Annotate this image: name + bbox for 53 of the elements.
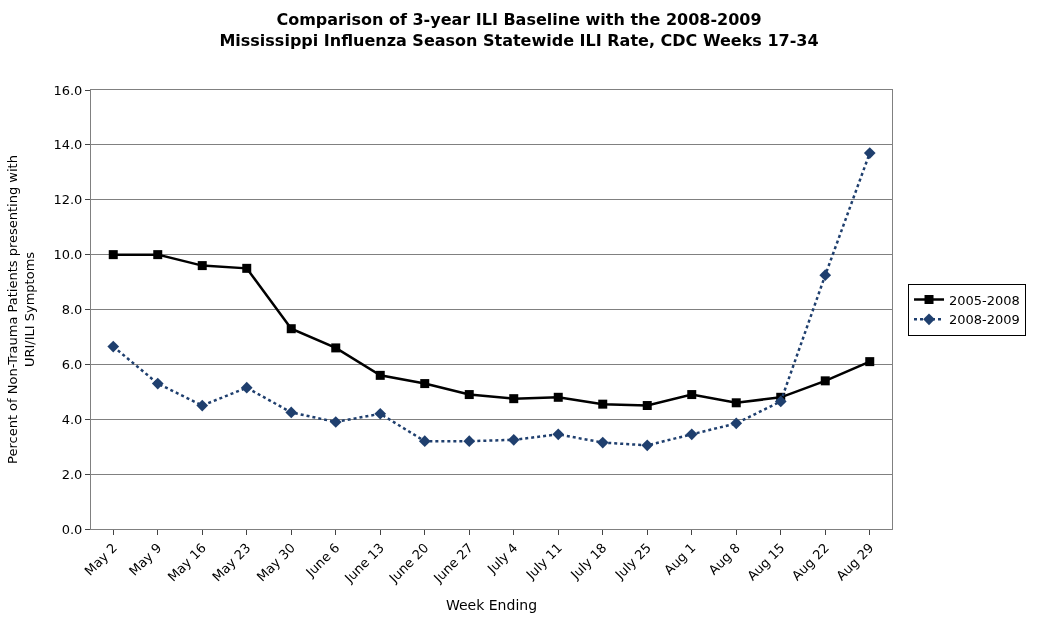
point: [285, 406, 298, 419]
x-tick-label: Aug 8: [705, 540, 743, 578]
point: [196, 399, 209, 412]
point: [865, 357, 875, 367]
y-tick-label: 14.0: [53, 137, 83, 153]
y-tick-label: 4.0: [61, 411, 83, 427]
x-tick-label: Aug 22: [788, 540, 832, 584]
chart-title: Comparison of 3-year ILI Baseline with the 2008-2009 Mississippi Influenza Season Statewide ILI Rate, CDC Weeks 17-34: [219, 9, 819, 50]
point: [242, 263, 252, 273]
point: [286, 324, 296, 334]
point: [819, 269, 832, 282]
x-axis-title: Week Ending: [445, 597, 538, 614]
point: [774, 395, 787, 408]
point: [108, 250, 118, 260]
y-axis-title: Percent of Non-Trauma Patients presenting with URI/ILI Symptoms: [5, 155, 38, 464]
point: [463, 435, 476, 448]
legend-label: 2005-2008: [949, 292, 1020, 308]
y-tick-label: 12.0: [53, 192, 83, 208]
point: [552, 428, 565, 441]
y-tick-label: 8.0: [61, 302, 83, 318]
point: [107, 340, 120, 353]
point: [240, 381, 253, 394]
point: [685, 428, 698, 441]
point: [464, 390, 474, 400]
y-tick-label: 16.0: [53, 82, 83, 98]
point: [642, 401, 652, 411]
point: [375, 370, 385, 380]
point: [553, 392, 563, 402]
y-tick-label: 10.0: [53, 247, 83, 263]
point: [197, 261, 207, 271]
point: [730, 417, 743, 430]
point: [153, 250, 163, 260]
point: [420, 379, 430, 389]
point: [374, 407, 387, 420]
point: [641, 439, 654, 452]
point: [509, 394, 519, 404]
y-tick-label: 2.0: [61, 466, 83, 482]
point: [820, 376, 830, 386]
point: [598, 399, 608, 409]
point: [331, 343, 341, 353]
point: [731, 398, 741, 408]
point: [863, 147, 876, 159]
x-tick-label: Aug 29: [833, 540, 877, 584]
point: [507, 433, 520, 446]
y-tick-label: 0.0: [61, 521, 83, 537]
x-tick-label: Aug 15: [744, 540, 788, 584]
point: [687, 390, 697, 400]
point: [329, 416, 342, 428]
point: [418, 435, 431, 448]
point: [596, 436, 609, 449]
legend-label: 2008-2009: [949, 312, 1020, 328]
point: [151, 377, 164, 390]
y-tick-label: 6.0: [61, 356, 83, 372]
